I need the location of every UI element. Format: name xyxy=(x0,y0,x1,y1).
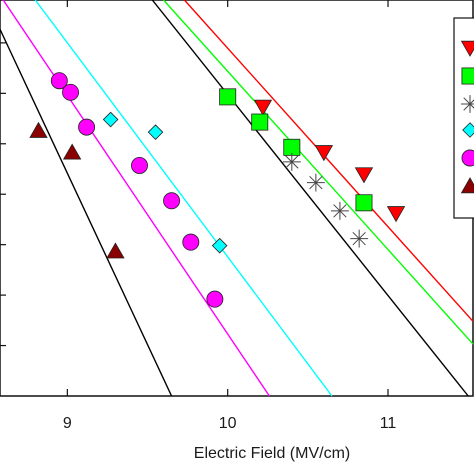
series-2-point-2 xyxy=(251,113,269,131)
series-1-point-2 xyxy=(314,145,334,162)
series-2-point-1 xyxy=(219,88,237,106)
x-tick-label-11: 11 xyxy=(380,415,397,432)
legend-marker-2 xyxy=(461,67,474,85)
series-6-point-3 xyxy=(106,242,125,259)
series-5-point-7 xyxy=(206,290,224,308)
series-1-point-4 xyxy=(386,206,406,223)
data-markers xyxy=(29,72,406,308)
series-3-point-3 xyxy=(330,201,349,220)
series-4-point-2 xyxy=(147,124,164,140)
series-4-point-1 xyxy=(102,111,119,128)
fit-line-series-5 xyxy=(2,0,270,397)
fit-line-series-6 xyxy=(0,28,173,397)
series-2-point-3 xyxy=(283,138,301,156)
series-6-point-1 xyxy=(29,121,48,138)
legend xyxy=(453,17,474,219)
legend-marker-4 xyxy=(462,122,474,138)
x-axis-title: Electric Field (MV/cm) xyxy=(194,445,350,462)
series-3-point-2 xyxy=(306,173,325,192)
plot-area xyxy=(0,0,474,397)
series-5-point-5 xyxy=(163,192,181,210)
series-1-point-1 xyxy=(253,99,273,116)
legend-marker-6 xyxy=(460,177,474,194)
legend-marker-5 xyxy=(461,149,474,167)
x-tick-label-10: 10 xyxy=(219,415,237,432)
fit-line-series-2 xyxy=(163,0,474,345)
plot-frame xyxy=(0,0,474,397)
fit-line-series-1 xyxy=(183,0,474,322)
x-tick-labels: 9 10 11 xyxy=(63,415,397,432)
axis-ticks xyxy=(0,0,389,396)
x-tick-label-9: 9 xyxy=(63,415,72,432)
legend-marker-1 xyxy=(460,40,474,57)
series-4-point-3 xyxy=(211,237,228,254)
fit-line-series-3 xyxy=(151,0,469,397)
series-6-point-2 xyxy=(62,143,82,160)
series-5-point-4 xyxy=(131,156,148,174)
series-2-point-4 xyxy=(355,194,373,212)
series-5-point-3 xyxy=(78,118,96,136)
fit-lines xyxy=(0,0,474,397)
legend-marker-3 xyxy=(461,95,474,113)
series-5-point-1 xyxy=(50,72,68,90)
series-1-point-3 xyxy=(354,167,374,184)
fit-line-series-4 xyxy=(34,0,333,397)
series-5-point-2 xyxy=(62,83,80,101)
series-3-point-4 xyxy=(350,229,369,248)
series-3-point-1 xyxy=(282,153,301,171)
series-5-point-6 xyxy=(182,233,200,251)
